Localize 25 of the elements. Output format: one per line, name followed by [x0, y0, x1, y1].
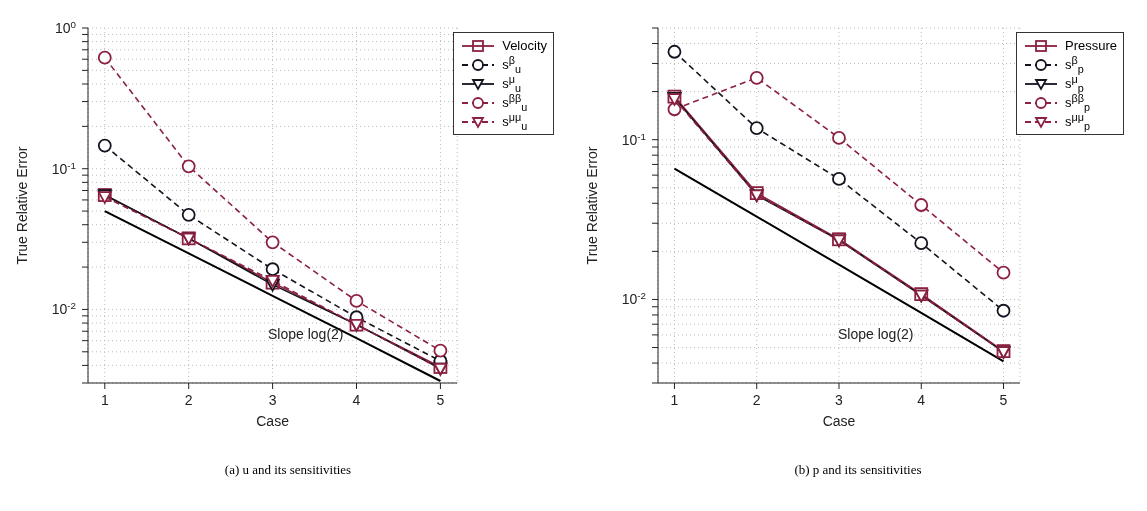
x-axis-title: Case [822, 413, 856, 429]
x-tick-label: 5 [999, 392, 1008, 408]
text: (b) p and its sensitivities [793, 462, 923, 478]
y-tick-label: 10$^{-2}$ [51, 299, 76, 318]
y-tick-label: 10$^{-2}$ [621, 289, 646, 308]
x-tick-label: 3 [268, 392, 277, 408]
x-tick-label: 4 [917, 392, 926, 408]
x-axis-title: Case [256, 413, 290, 429]
text: (a) u and its sensitivities [223, 462, 353, 478]
y-tick-label: 10$^{-1}$ [621, 130, 646, 148]
x-tick-label: 4 [352, 392, 361, 408]
x-tick-label: 2 [184, 392, 193, 408]
x-tick-label: 2 [752, 392, 761, 408]
annotation: Slope log(2) [838, 326, 914, 342]
y-tick-label: 10$^{0}$ [54, 18, 77, 36]
x-tick-label: 1 [670, 392, 679, 408]
x-tick-label: 5 [436, 392, 445, 408]
annotation: Slope log(2) [268, 326, 344, 342]
y-axis-title: True Relative Error [13, 146, 30, 265]
y-tick-label: 10$^{-1}$ [51, 159, 76, 177]
x-tick-label: 3 [835, 392, 844, 408]
y-axis-title: True Relative Error [583, 146, 600, 265]
legend-label: Pressure [1064, 38, 1117, 53]
legend-label: Velocity [502, 38, 547, 53]
x-tick-label: 1 [100, 392, 109, 408]
